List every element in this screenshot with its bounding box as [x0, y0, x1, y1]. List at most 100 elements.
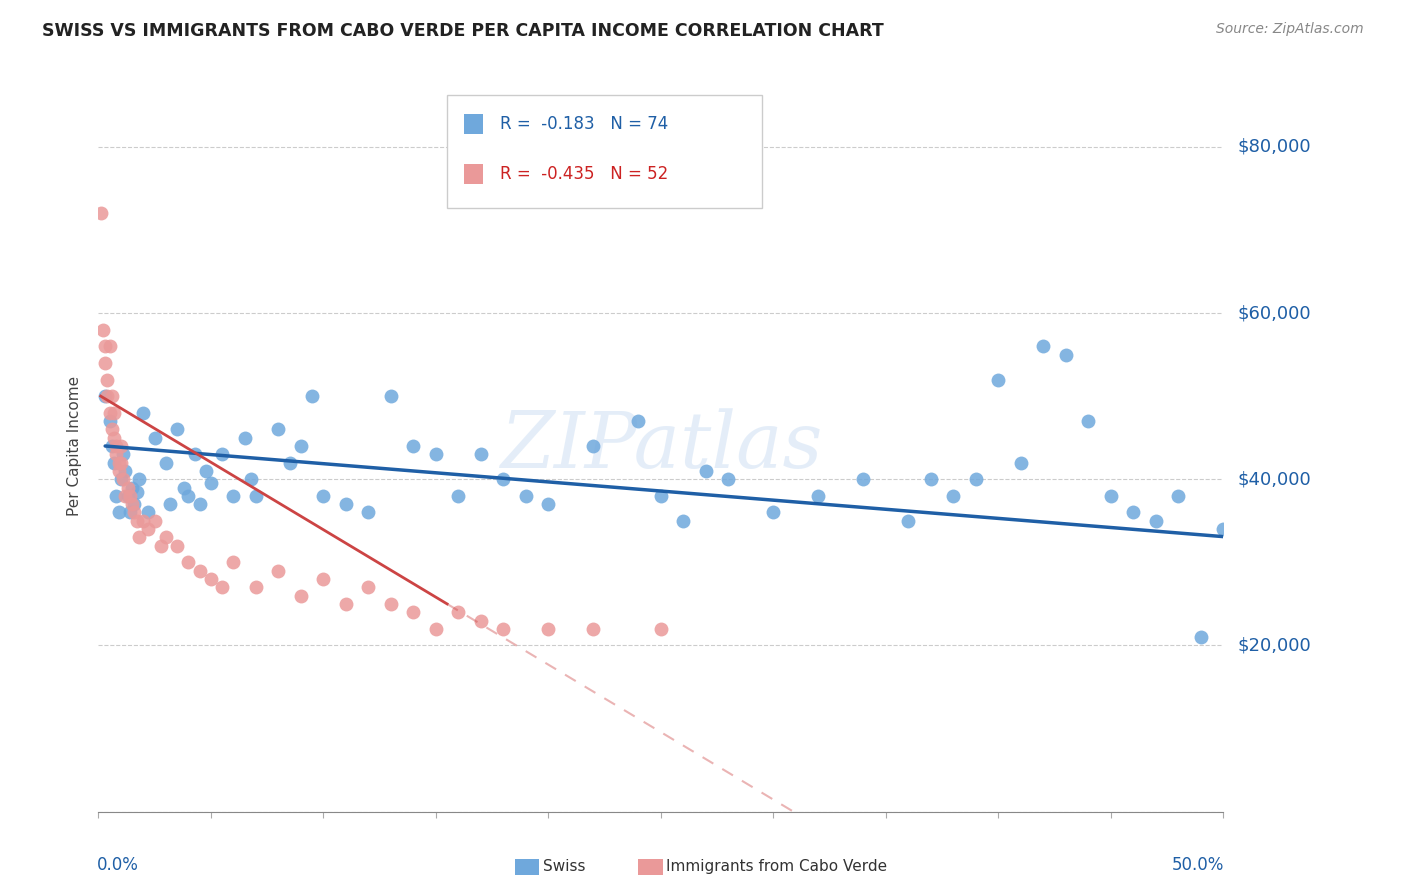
Point [1279, 622, 1302, 636]
Point [267, 564, 290, 578]
Point [290, 589, 312, 603]
Point [267, 422, 290, 436]
Point [987, 372, 1010, 386]
Point [852, 472, 875, 486]
Point [103, 456, 125, 470]
Point [184, 447, 207, 461]
Point [1010, 456, 1032, 470]
Point [177, 555, 200, 569]
Point [245, 580, 267, 594]
Point [1144, 514, 1167, 528]
Point [211, 447, 233, 461]
Point [121, 481, 143, 495]
Point [447, 605, 470, 619]
Point [312, 489, 335, 503]
Point [125, 514, 148, 528]
Point [1324, 689, 1347, 703]
Bar [464, 163, 482, 184]
Point [166, 422, 188, 436]
Point [582, 439, 605, 453]
Point [94, 356, 117, 370]
Point [118, 489, 141, 503]
Point [110, 439, 132, 453]
Point [380, 389, 402, 403]
Point [515, 489, 537, 503]
Point [222, 555, 245, 569]
Point [112, 447, 135, 461]
Point [245, 489, 267, 503]
Point [335, 597, 357, 611]
Point [537, 497, 560, 511]
Point [807, 489, 830, 503]
Point [425, 447, 447, 461]
Point [402, 605, 425, 619]
Point [1099, 489, 1122, 503]
Point [112, 472, 135, 486]
Point [103, 406, 125, 420]
Point [762, 506, 785, 520]
Point [117, 481, 139, 495]
Point [105, 447, 128, 461]
Text: R =  -0.183   N = 74: R = -0.183 N = 74 [499, 115, 668, 133]
Text: R =  -0.435   N = 52: R = -0.435 N = 52 [499, 165, 668, 183]
Text: Source: ZipAtlas.com: Source: ZipAtlas.com [1216, 22, 1364, 37]
Point [537, 622, 560, 636]
Bar [515, 859, 540, 875]
Point [94, 339, 117, 353]
Point [166, 539, 188, 553]
Point [136, 522, 159, 536]
Point [90, 206, 112, 220]
Point [188, 497, 211, 511]
Point [650, 489, 672, 503]
Point [125, 484, 148, 499]
Point [96, 372, 118, 386]
Point [290, 439, 312, 453]
Point [402, 439, 425, 453]
Point [96, 389, 118, 403]
Point [159, 497, 181, 511]
Point [173, 481, 195, 495]
Point [582, 622, 605, 636]
Point [177, 489, 200, 503]
Point [1234, 506, 1257, 520]
Text: Immigrants from Cabo Verde: Immigrants from Cabo Verde [666, 859, 887, 874]
Point [103, 431, 125, 445]
Point [98, 406, 121, 420]
Point [105, 439, 128, 453]
Point [650, 622, 672, 636]
Point [188, 564, 211, 578]
Point [124, 497, 146, 511]
Point [98, 339, 121, 353]
Point [114, 464, 136, 478]
Point [150, 539, 173, 553]
Point [91, 323, 114, 337]
Point [107, 464, 129, 478]
Point [222, 489, 245, 503]
Point [107, 506, 129, 520]
Point [98, 414, 121, 428]
Text: 0.0%: 0.0% [97, 855, 139, 873]
Text: $60,000: $60,000 [1237, 304, 1310, 322]
Point [107, 456, 129, 470]
Point [447, 489, 470, 503]
Point [357, 580, 380, 594]
Point [470, 614, 492, 628]
Point [312, 572, 335, 586]
Point [717, 472, 740, 486]
Point [492, 472, 515, 486]
Point [233, 431, 256, 445]
Point [128, 530, 150, 544]
Point [105, 489, 128, 503]
Point [200, 476, 222, 491]
Point [128, 472, 150, 486]
Point [101, 422, 124, 436]
Point [1077, 414, 1099, 428]
Point [301, 389, 323, 403]
Point [627, 414, 650, 428]
Text: SWISS VS IMMIGRANTS FROM CABO VERDE PER CAPITA INCOME CORRELATION CHART: SWISS VS IMMIGRANTS FROM CABO VERDE PER … [42, 22, 884, 40]
Point [1167, 489, 1189, 503]
Point [1032, 339, 1054, 353]
Text: $20,000: $20,000 [1237, 637, 1310, 655]
Point [425, 622, 447, 636]
Point [143, 514, 166, 528]
